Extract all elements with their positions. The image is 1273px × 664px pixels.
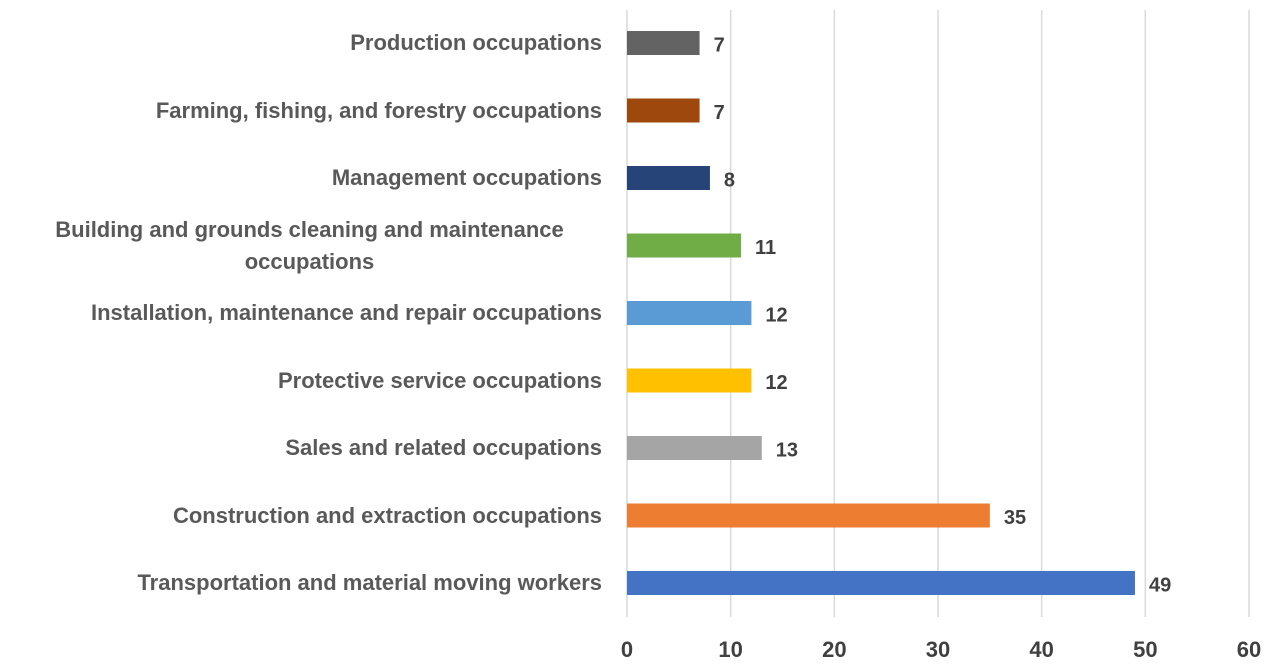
data-label: 8 (724, 169, 735, 191)
x-tick-label: 30 (926, 637, 950, 662)
x-tick-label: 40 (1029, 637, 1053, 662)
x-tick-label: 60 (1237, 637, 1261, 662)
data-label: 11 (755, 237, 776, 259)
y-tick-label: Building and grounds cleaning and mainte… (55, 216, 564, 274)
bar (627, 233, 742, 258)
bar (627, 98, 700, 123)
y-tick-label: Protective service occupations (277, 367, 602, 393)
bar (627, 368, 752, 393)
x-tick-label: 20 (822, 637, 846, 662)
x-tick-label: 0 (621, 637, 633, 662)
y-tick-label: Management occupations (331, 165, 602, 190)
y-tick-label: Sales and related occupations (285, 435, 602, 460)
y-label-box: Farming, fishing, and forestry occupatio… (0, 95, 602, 127)
y-label-box: Production occupations (0, 27, 602, 59)
bar (627, 31, 700, 55)
bar (627, 301, 752, 325)
data-label: 12 (765, 372, 787, 394)
y-tick-label: Farming, fishing, and forestry occupatio… (155, 97, 602, 123)
x-tick-label: 10 (718, 637, 742, 662)
y-tick-label: Installation, maintenance and repair occ… (90, 300, 602, 325)
y-tick-label: Transportation and material moving worke… (137, 570, 602, 595)
bar (627, 503, 990, 528)
y-label-box: Installation, maintenance and repair occ… (0, 297, 602, 329)
data-label: 49 (1149, 574, 1171, 596)
y-label-box: Protective service occupations (0, 365, 602, 397)
data-label: 7 (714, 34, 725, 56)
bar (627, 571, 1135, 595)
y-label-box: Sales and related occupations (0, 432, 602, 464)
bar (627, 166, 710, 190)
y-label-box: Management occupations (0, 162, 602, 194)
data-label: 13 (776, 439, 798, 461)
y-label-box: Transportation and material moving worke… (0, 567, 602, 599)
y-tick-label: Production occupations (350, 30, 602, 55)
data-label: 35 (1004, 507, 1026, 529)
bar (627, 436, 762, 460)
y-tick-label: Construction and extraction occupations (172, 502, 602, 528)
x-tick-label: 50 (1133, 637, 1157, 662)
data-label: 12 (765, 304, 787, 326)
data-label: 7 (714, 102, 725, 124)
y-label-box: Building and grounds cleaning and mainte… (0, 214, 602, 278)
y-label-box: Construction and extraction occupations (0, 500, 602, 532)
